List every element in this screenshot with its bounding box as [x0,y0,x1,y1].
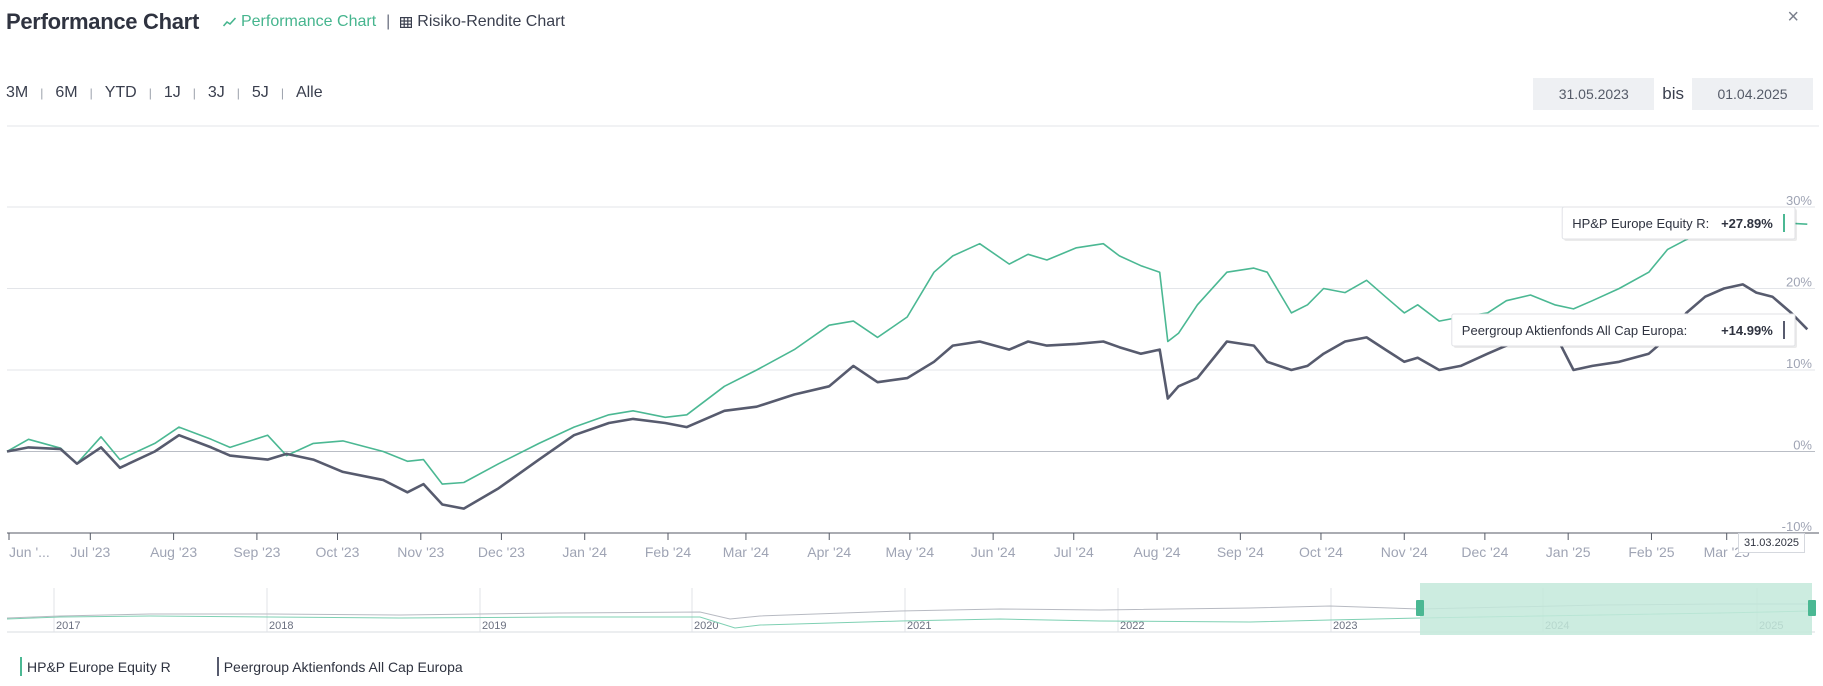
y-tick-label: 0% [1793,438,1812,453]
y-tick-label: 10% [1786,356,1812,371]
x-tick-label: Dec '24 [1461,544,1508,560]
tab-performance-chart[interactable]: Performance Chart [222,13,377,31]
x-tick-label: Feb '24 [645,544,691,560]
x-tick-label: Sep '24 [1217,544,1264,560]
x-tick-label: Aug '23 [150,544,197,560]
navigator-selection [1420,583,1812,635]
x-tick-label: Oct '24 [1299,544,1343,560]
tooltip-fund-box [1561,206,1796,240]
range-button-6m[interactable]: 6M [55,84,78,101]
tab-risk-return-chart-label: Risiko-Rendite Chart [417,13,565,30]
tooltip-peergroup-marker [1783,321,1785,339]
tooltip-peergroup-label: Peergroup Aktienfonds All Cap Europa: [1462,323,1687,338]
navigator-year-label: 2020 [694,620,718,632]
close-icon[interactable]: × [1787,6,1799,28]
x-tick-label: Jun '... [9,544,50,560]
series-line-fund [6,210,1808,485]
x-tick-label: Mar '24 [723,544,769,560]
range-button-alle[interactable]: Alle [295,84,323,101]
legend-marker-fund [20,657,22,676]
x-tick-label: May '24 [886,544,935,560]
tooltip-peergroup-value: +14.99% [1721,323,1773,338]
date-from-input[interactable] [1533,78,1655,110]
date-range: bis [1533,78,1813,110]
x-tick-label: Jan '25 [1546,544,1591,560]
page-title: Performance Chart [6,9,199,34]
navigator-year-label: 2019 [482,620,506,632]
x-tick-label: Oct '23 [316,544,360,560]
range-selector: 3M | 6M | YTD | 1J | 3J | 5J | Alle [6,84,323,102]
tab-performance-chart-label: Performance Chart [240,13,377,30]
x-tick-label: Jan '24 [562,544,607,560]
navigator-year-label: 2017 [56,620,80,632]
y-tick-label: 30% [1786,193,1812,208]
range-button-3j[interactable]: 3J [207,84,225,101]
navigator-handle-left [1416,600,1424,616]
line-chart-icon [222,17,236,27]
legend: HP&P Europe Equity R Peergroup Aktienfon… [20,657,509,676]
y-tick-label: -10% [1782,519,1813,534]
tooltip-date: 31.03.2025 [1738,533,1806,553]
x-tick-label: Dec '23 [478,544,525,560]
x-tick-label: Nov '24 [1381,544,1428,560]
x-tick-label: Apr '24 [807,544,851,560]
tooltip-fund-value: +27.89% [1721,216,1773,231]
x-tick-label: Feb '25 [1628,544,1674,560]
range-separator: | [148,86,152,100]
range-button-3m[interactable]: 3M [6,84,29,101]
y-tick-label: 20% [1786,275,1812,290]
x-tick-label: Jul '23 [70,544,110,560]
x-tick-label: Nov '23 [397,544,444,560]
range-button-ytd[interactable]: YTD [104,84,137,101]
range-separator: | [236,86,240,100]
legend-label-fund: HP&P Europe Equity R [27,658,171,675]
x-tick-label: Aug '24 [1134,544,1181,560]
navigator-handle-right [1808,600,1816,616]
legend-item-peergroup[interactable]: Peergroup Aktienfonds All Cap Europa [216,657,463,676]
x-tick-label: Jun '24 [971,544,1016,560]
tooltip-fund-label: HP&P Europe Equity R: [1572,216,1709,231]
tab-separator: | [386,13,391,30]
range-separator: | [40,86,44,100]
range-separator: | [192,86,196,100]
range-button-1j[interactable]: 1J [163,84,181,101]
grid-icon [400,16,413,28]
navigator-year-label: 2022 [1120,620,1144,632]
navigator-year-label: 2018 [269,620,293,632]
date-to-input[interactable] [1692,78,1813,110]
navigator-year-label: 2021 [907,620,931,632]
date-bis-label: bis [1662,84,1684,103]
legend-item-fund[interactable]: HP&P Europe Equity R [20,657,171,676]
legend-marker-peergroup [216,657,219,676]
header: Performance Chart Performance Chart | Ri… [6,4,565,40]
performance-chart[interactable]: -10% 0% 10% 20% 30% Jun '... Jul '23 Aug '23 Sep… [0,110,1823,645]
range-separator: | [89,86,93,100]
range-button-5j[interactable]: 5J [251,84,269,101]
navigator-year-label: 2023 [1333,620,1357,632]
tab-risk-return-chart[interactable]: Risiko-Rendite Chart [400,13,565,31]
range-separator: | [280,86,284,100]
x-tick-label: Jul '24 [1054,544,1094,560]
tooltip-fund-marker [1783,214,1785,232]
x-tick-label: Sep '23 [233,544,280,560]
tooltip-peergroup-box [1451,313,1796,347]
legend-label-peergroup: Peergroup Aktienfonds All Cap Europa [223,658,463,675]
